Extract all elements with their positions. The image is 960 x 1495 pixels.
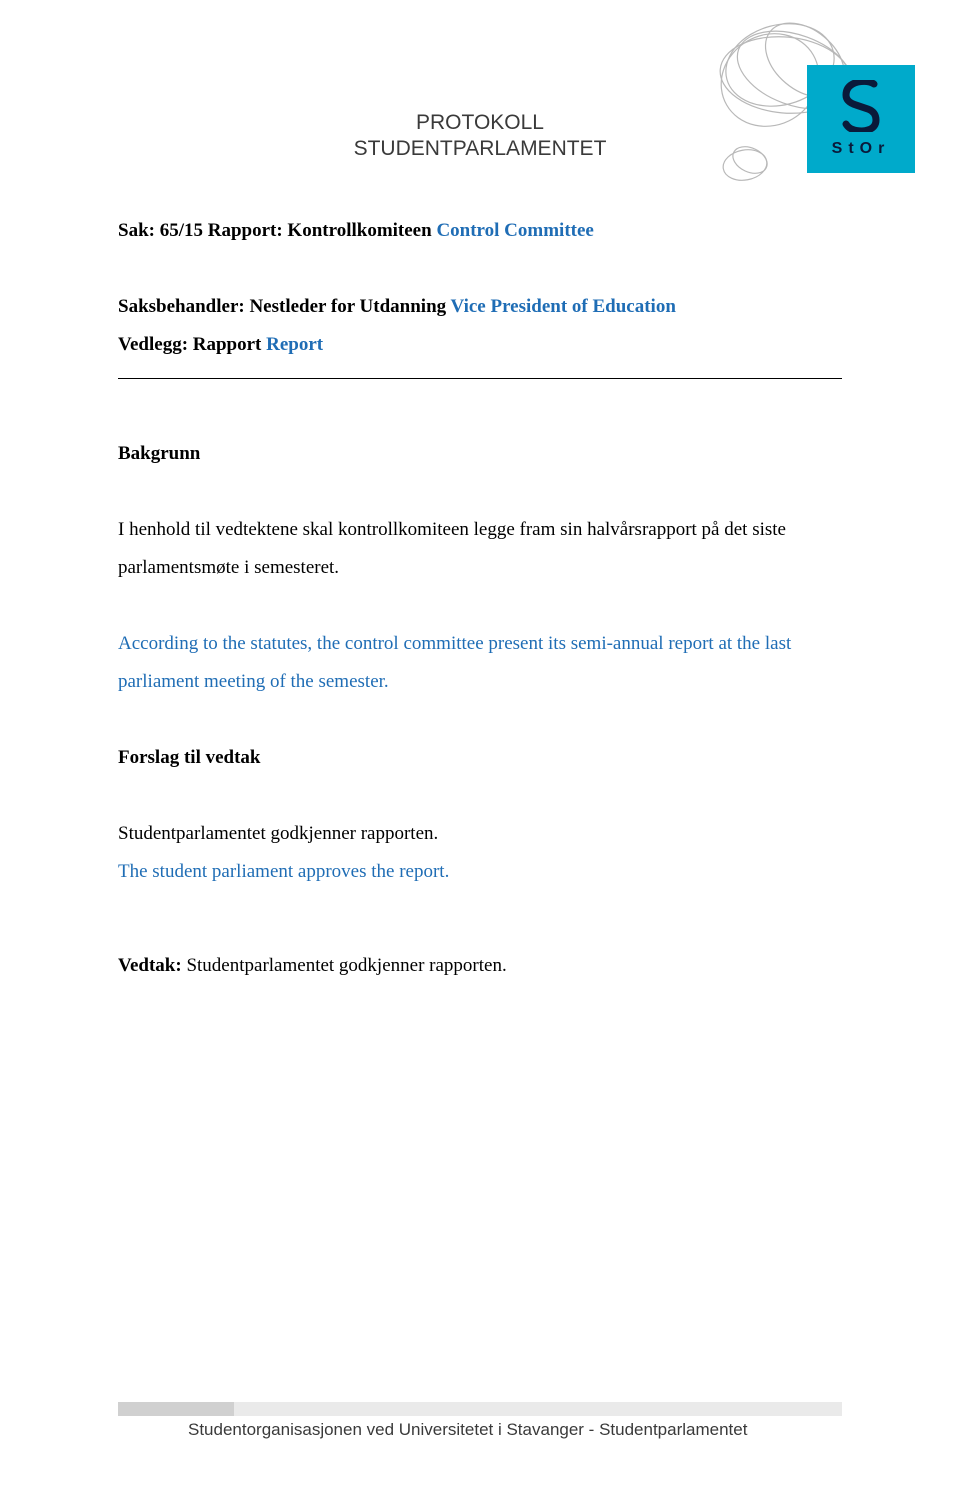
case-label-no: Sak: 65/15 Rapport: Kontrollkomiteen xyxy=(118,220,436,241)
document-header: PROTOKOLL STUDENTPARLAMENTET xyxy=(0,110,960,163)
proposal-text-no: Studentparlamentet godkjenner rapporten. xyxy=(118,815,842,853)
decision-line: Vedtak: Studentparlamentet godkjenner ra… xyxy=(118,947,842,985)
header-line1: PROTOKOLL xyxy=(416,111,544,134)
decision-text: Studentparlamentet godkjenner rapporten. xyxy=(186,955,506,976)
attachment-line: Vedlegg: Rapport Report xyxy=(118,326,842,364)
handler-label-en: Vice President of Education xyxy=(451,296,676,317)
logo-area: StOr xyxy=(685,10,915,190)
footer-bar xyxy=(118,1402,842,1416)
proposal-text-en: The student parliament approves the repo… xyxy=(118,853,842,891)
handler-line: Saksbehandler: Nestleder for Utdanning V… xyxy=(118,288,842,326)
document-body: Sak: 65/15 Rapport: Kontrollkomiteen Con… xyxy=(118,212,842,985)
decision-label: Vedtak: xyxy=(118,955,186,976)
header-line2: STUDENTPARLAMENTET xyxy=(354,137,607,160)
case-line: Sak: 65/15 Rapport: Kontrollkomiteen Con… xyxy=(118,212,842,250)
attachment-label-en: Report xyxy=(266,334,323,355)
background-text-en: According to the statutes, the control c… xyxy=(118,625,842,701)
attachment-label-no: Vedlegg: Rapport xyxy=(118,334,266,355)
background-text-no: I henhold til vedtektene skal kontrollko… xyxy=(118,511,842,587)
footer: Studentorganisasjonen ved Universitetet … xyxy=(118,1402,842,1440)
case-label-en: Control Committee xyxy=(436,220,593,241)
handler-label-no: Saksbehandler: Nestleder for Utdanning xyxy=(118,296,451,317)
background-heading: Bakgrunn xyxy=(118,435,842,473)
footer-text: Studentorganisasjonen ved Universitetet … xyxy=(118,1420,842,1440)
proposal-heading: Forslag til vedtak xyxy=(118,739,842,777)
